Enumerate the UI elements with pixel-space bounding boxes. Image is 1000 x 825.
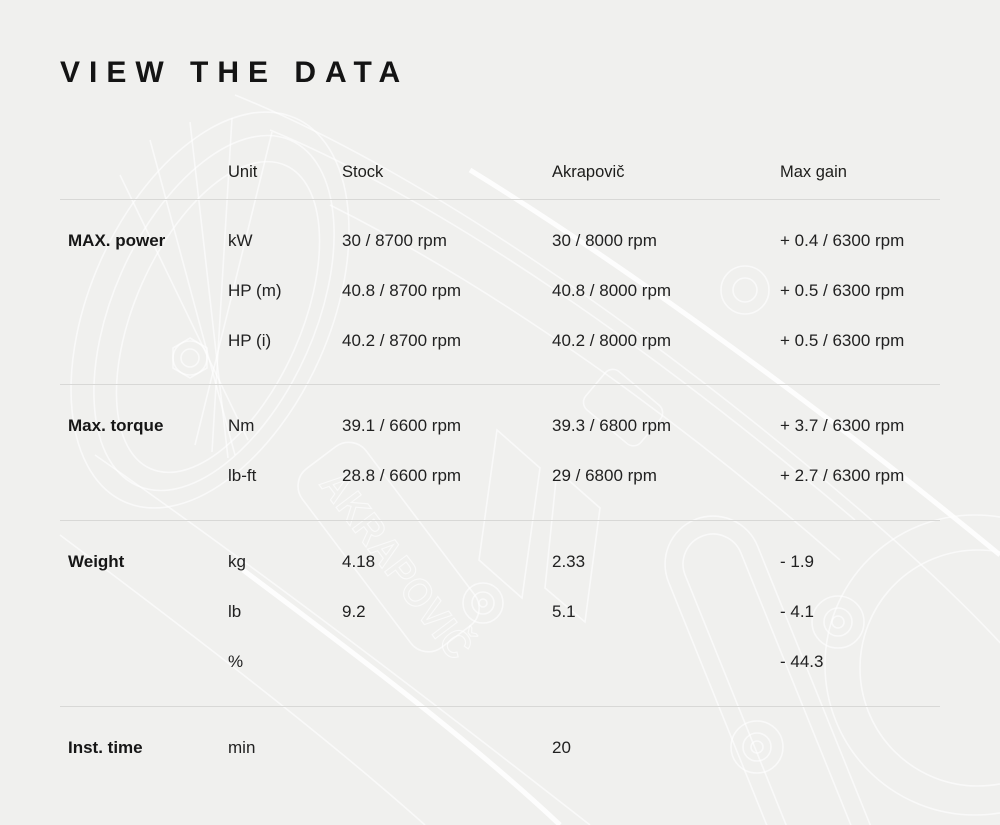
max-gain-cell: - 4.1 bbox=[780, 602, 815, 621]
unit-cell: kW bbox=[228, 231, 253, 250]
table-row: Weight kg 4.18 2.33 - 1.9 bbox=[60, 537, 940, 587]
stock-cell: 30 / 8700 rpm bbox=[342, 231, 447, 250]
max-gain-cell: - 1.9 bbox=[780, 552, 815, 571]
row-label: MAX. power bbox=[68, 231, 166, 250]
stock-cell: 9.2 bbox=[342, 602, 366, 621]
table-header-row: Unit Stock Akrapovič Max gain bbox=[60, 145, 940, 199]
max-gain-cell: + 3.7 / 6300 rpm bbox=[780, 416, 905, 435]
header-akrapovic: Akrapovič bbox=[552, 162, 625, 181]
akrapovic-cell: 39.3 / 6800 rpm bbox=[552, 416, 672, 435]
akrapovic-cell: 2.33 bbox=[552, 552, 586, 571]
unit-cell: Nm bbox=[228, 416, 255, 435]
max-gain-cell: + 2.7 / 6300 rpm bbox=[780, 466, 905, 485]
stock-cell: 40.8 / 8700 rpm bbox=[342, 281, 462, 300]
row-label: Max. torque bbox=[68, 416, 164, 435]
data-table: Unit Stock Akrapovič Max gain MAX. power… bbox=[60, 145, 940, 773]
akrapovic-cell: 40.2 / 8000 rpm bbox=[552, 331, 672, 350]
akrapovic-cell: 40.8 / 8000 rpm bbox=[552, 281, 672, 300]
table-row: % - 44.3 bbox=[60, 637, 940, 687]
unit-cell: HP (i) bbox=[228, 331, 272, 350]
header-stock: Stock bbox=[342, 162, 384, 181]
akrapovic-cell: 5.1 bbox=[552, 602, 576, 621]
header-unit: Unit bbox=[228, 162, 258, 181]
akrapovic-cell: 29 / 6800 rpm bbox=[552, 466, 657, 485]
table-row: MAX. power kW 30 / 8700 rpm 30 / 8000 rp… bbox=[60, 216, 940, 266]
table-row: HP (i) 40.2 / 8700 rpm 40.2 / 8000 rpm +… bbox=[60, 316, 940, 366]
table-row: lb 9.2 5.1 - 4.1 bbox=[60, 587, 940, 637]
page-title: VIEW THE DATA bbox=[60, 56, 410, 89]
max-gain-cell: + 0.5 / 6300 rpm bbox=[780, 281, 905, 300]
unit-cell: HP (m) bbox=[228, 281, 282, 300]
section-weight: Weight kg 4.18 2.33 - 1.9 lb 9.2 5.1 - 4… bbox=[60, 520, 940, 706]
unit-cell: % bbox=[228, 652, 244, 671]
unit-cell: lb-ft bbox=[228, 466, 257, 485]
table-row: Max. torque Nm 39.1 / 6600 rpm 39.3 / 68… bbox=[60, 401, 940, 451]
section-max-power: MAX. power kW 30 / 8700 rpm 30 / 8000 rp… bbox=[60, 199, 940, 384]
akrapovic-cell: 30 / 8000 rpm bbox=[552, 231, 657, 250]
akrapovic-cell: 20 bbox=[552, 738, 571, 757]
row-label: Weight bbox=[68, 552, 125, 571]
row-label: Inst. time bbox=[68, 738, 143, 757]
unit-cell: kg bbox=[228, 552, 246, 571]
header-max-gain: Max gain bbox=[780, 162, 847, 181]
table-row: Inst. time min 20 bbox=[60, 723, 940, 773]
stock-cell: 40.2 / 8700 rpm bbox=[342, 331, 462, 350]
stock-cell: 39.1 / 6600 rpm bbox=[342, 416, 462, 435]
stock-cell: 4.18 bbox=[342, 552, 376, 571]
unit-cell: min bbox=[228, 738, 256, 757]
stock-cell: 28.8 / 6600 rpm bbox=[342, 466, 462, 485]
unit-cell: lb bbox=[228, 602, 242, 621]
section-inst-time: Inst. time min 20 bbox=[60, 706, 940, 773]
max-gain-cell: - 44.3 bbox=[780, 652, 824, 671]
section-max-torque: Max. torque Nm 39.1 / 6600 rpm 39.3 / 68… bbox=[60, 384, 940, 520]
max-gain-cell: + 0.4 / 6300 rpm bbox=[780, 231, 905, 250]
max-gain-cell: + 0.5 / 6300 rpm bbox=[780, 331, 905, 350]
table-row: lb-ft 28.8 / 6600 rpm 29 / 6800 rpm + 2.… bbox=[60, 451, 940, 501]
table-row: HP (m) 40.8 / 8700 rpm 40.8 / 8000 rpm +… bbox=[60, 266, 940, 316]
